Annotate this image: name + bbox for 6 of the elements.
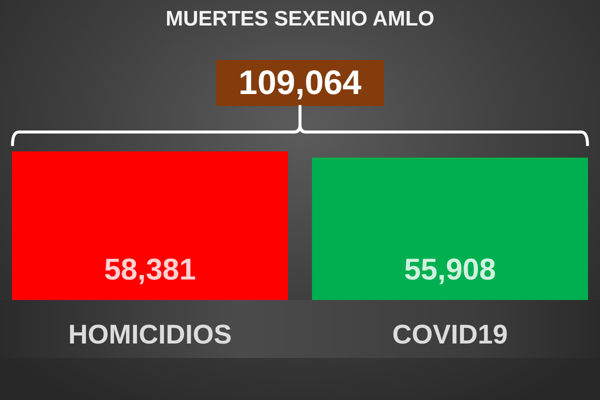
text: 109,064: [216, 60, 384, 106]
data-label: 55,908: [404, 253, 496, 286]
x-tick-label: HOMICIDIOS: [68, 320, 232, 350]
data-label: 58,381: [104, 253, 196, 286]
chart-title: MUERTES SEXENIO AMLO: [166, 7, 434, 30]
x-tick-label: COVID19: [392, 320, 508, 350]
